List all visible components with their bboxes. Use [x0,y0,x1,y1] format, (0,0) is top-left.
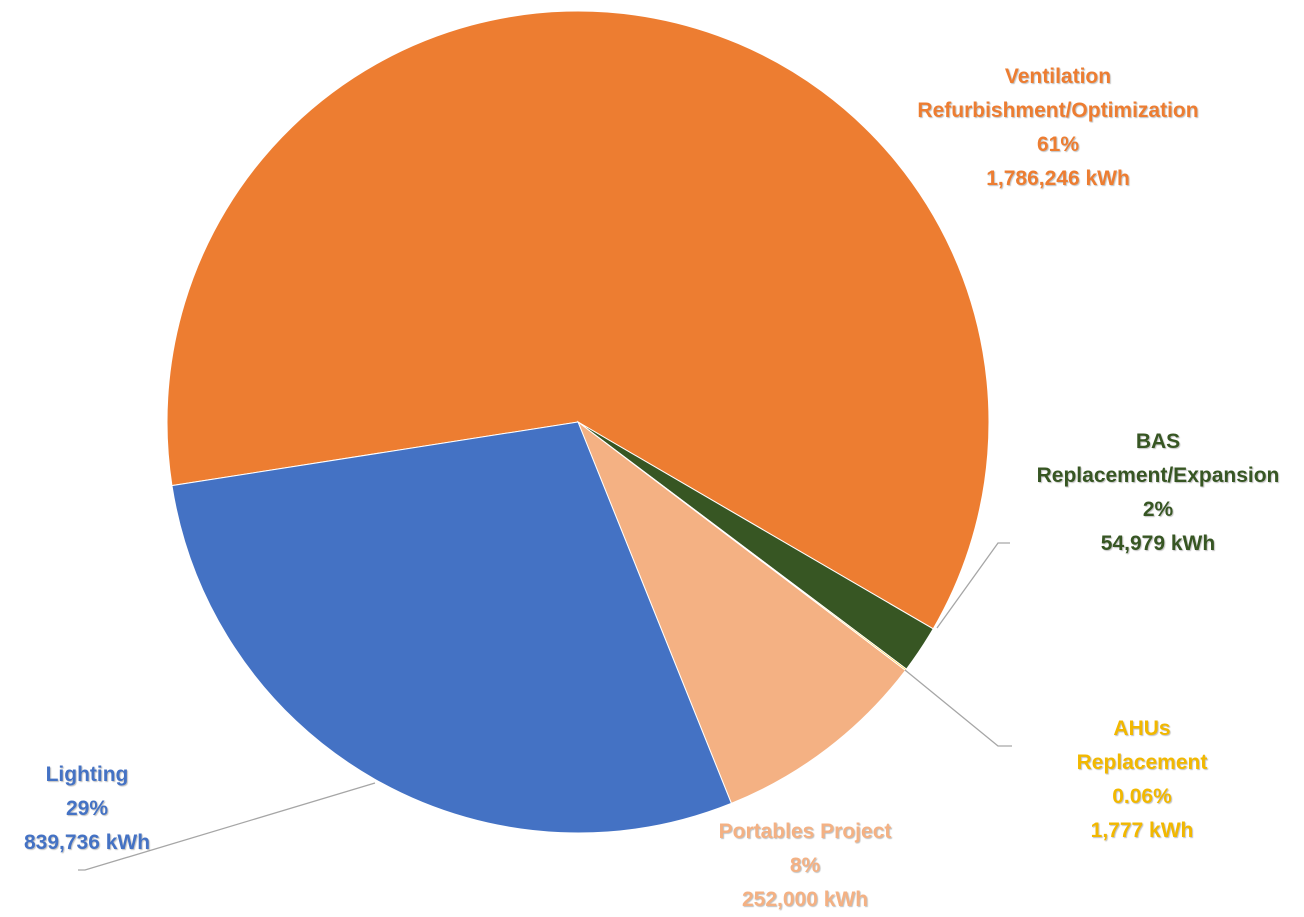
leader-line [904,669,1012,747]
label-value: 54,979 kWh [1100,532,1216,555]
data-label: Ventilation Refurbishment/Optimization 61… [917,60,1198,196]
label-percent: 8% [789,854,821,877]
data-label: Portables Project 8% 252,000 kWh [719,815,892,917]
label-value: 1,786,246 kWh [986,167,1130,190]
label-value: 252,000 kWh [741,888,869,911]
label-name: Portables Project [718,820,892,843]
pie [166,10,990,834]
label-name: AHUs Replacement [1076,717,1208,774]
label-percent: 29% [65,797,109,820]
label-percent: 61% [1036,133,1080,156]
label-value: 1,777 kWh [1090,819,1194,842]
data-label: AHUs Replacement 0.06% 1,777 kWh [1061,712,1223,848]
leader-line [78,782,376,871]
pie-slice [576,420,907,804]
label-name: Lighting [45,763,129,786]
data-label: Lighting 29% 839,736 kWh [24,758,150,860]
data-label: BAS Replacement/Expansion 2% 54,979 kWh [1037,425,1280,561]
pie-slice [166,10,990,630]
label-percent: 2% [1142,498,1174,521]
label-value: 839,736 kWh [23,831,151,854]
label-name: Ventilation Refurbishment/Optimization [917,65,1199,122]
label-name: BAS Replacement/Expansion [1036,430,1280,487]
leader-line [936,542,1010,629]
label-percent: 0.06% [1112,785,1172,808]
pie-slice [171,421,733,834]
